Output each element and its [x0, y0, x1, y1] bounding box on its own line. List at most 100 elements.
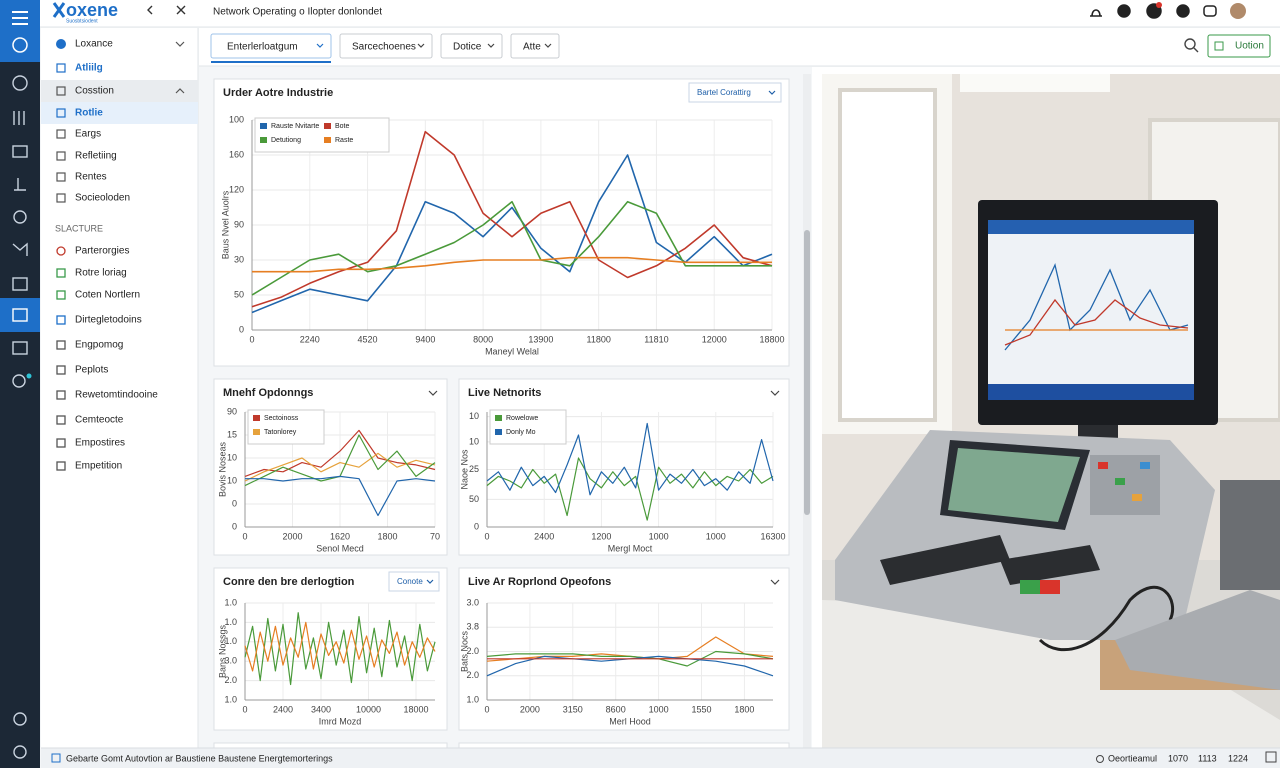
icon[interactable]: [1176, 4, 1190, 18]
tab-label[interactable]: Enterlerloatgum: [227, 42, 298, 53]
button[interactable]: [1207, 34, 1271, 58]
back-button[interactable]: [147, 5, 153, 15]
dropdown-label[interactable]: Bartel Corattirg: [697, 88, 751, 97]
tab[interactable]: [339, 33, 433, 59]
y-tick-label: 100: [229, 114, 244, 124]
item-icon: [56, 315, 66, 325]
x-tick-label: 1000: [649, 531, 669, 541]
status-bar: [41, 748, 1280, 768]
dropdown-label[interactable]: Conote: [397, 577, 423, 586]
rail-icon[interactable]: [12, 75, 28, 91]
tab-label[interactable]: Atte: [523, 42, 541, 53]
sidebar-highlight: [41, 80, 198, 102]
series-line: [252, 256, 772, 273]
chevron: [175, 88, 185, 94]
sidebar-item[interactable]: Cosstion: [75, 86, 114, 97]
dropdown[interactable]: [688, 82, 782, 103]
x-tick-label: 11800: [586, 334, 610, 344]
bell-icon[interactable]: [1090, 9, 1102, 17]
y-tick-label: 10: [469, 436, 479, 446]
x-tick-label: 18800: [759, 334, 784, 344]
sidebar-item[interactable]: Dirtegletodoins: [75, 315, 142, 326]
tab[interactable]: [210, 33, 332, 59]
chevron[interactable]: [770, 579, 780, 585]
rail-active[interactable]: [0, 298, 40, 332]
photo-key: [1140, 462, 1150, 469]
sidebar-item[interactable]: Atliilg: [75, 63, 103, 74]
rail-icon[interactable]: [12, 374, 26, 388]
x-tick-label: 0: [484, 704, 489, 714]
rail-icon[interactable]: [13, 210, 27, 224]
rail-icon[interactable]: [13, 712, 27, 726]
tab-label[interactable]: Sarcechoenes: [352, 42, 416, 53]
legend-label: Detutiong: [271, 137, 301, 144]
item-icon: [56, 415, 66, 425]
x-tick-label: 1620: [330, 531, 350, 541]
y-tick-label: 25: [469, 464, 479, 474]
rail-icon[interactable]: [13, 745, 27, 759]
photo-window-pane: [838, 88, 937, 422]
item-icon: [56, 172, 66, 182]
icon[interactable]: [1203, 5, 1217, 17]
rail-icon[interactable]: [12, 308, 28, 322]
y-axis-label: Bats Nocs: [459, 630, 469, 672]
sidebar-item[interactable]: Rewetomtindooine: [75, 390, 158, 401]
tab[interactable]: [510, 33, 560, 59]
sidebar-item[interactable]: Empetition: [75, 461, 122, 472]
y-tick-label: 2.0: [466, 670, 479, 680]
sidebar-item[interactable]: Rotlie: [75, 108, 103, 119]
y-tick-label: 10: [227, 452, 237, 462]
tab[interactable]: [440, 33, 503, 59]
sidebar-item[interactable]: Socieoloden: [75, 193, 130, 204]
rail-active[interactable]: [0, 30, 40, 62]
item-icon: [56, 268, 66, 278]
photo-key: [1098, 462, 1108, 469]
chevron: [316, 43, 324, 48]
legend-swatch: [253, 415, 260, 421]
series-line: [244, 612, 436, 686]
menu-icon: [12, 11, 28, 25]
sidebar-item[interactable]: Peplots: [75, 365, 108, 376]
scrollbar-thumb[interactable]: [804, 230, 810, 515]
sidebar-item[interactable]: Eargs: [75, 129, 101, 140]
chevron[interactable]: [770, 390, 780, 396]
chevron[interactable]: [428, 390, 438, 396]
rail-icon[interactable]: [14, 178, 26, 191]
sidebar-item[interactable]: Rotre loriag: [75, 268, 127, 279]
rail-icon[interactable]: [12, 341, 28, 355]
sidebar-item[interactable]: Rentes: [75, 172, 107, 183]
y-tick-label: 160: [229, 149, 244, 159]
sidebar-item[interactable]: Cemteocte: [75, 415, 124, 426]
icon[interactable]: [1117, 4, 1131, 18]
photo-keyboard: [880, 535, 1010, 585]
search-icon[interactable]: [1184, 38, 1196, 50]
x-tick-label: 18000: [403, 704, 428, 714]
sidebar-item[interactable]: Empostires: [75, 438, 125, 449]
close-button[interactable]: [176, 5, 186, 15]
sidebar-item[interactable]: Coten Nortlern: [75, 290, 140, 301]
chart-title: Conre den bre derlogtion: [223, 576, 355, 588]
x-tick-label: 3150: [563, 704, 583, 714]
y-tick-label: 3.8: [466, 622, 479, 632]
sidebar-item[interactable]: Loxance: [75, 39, 113, 50]
legend-swatch: [324, 123, 331, 129]
y-axis-label: Bans Nossgs: [217, 624, 227, 678]
legend-swatch: [253, 429, 260, 435]
series-line: [244, 429, 436, 477]
tab-label[interactable]: Dotice: [453, 42, 482, 53]
button-label[interactable]: Uotion: [1235, 41, 1264, 52]
rail-icon[interactable]: [12, 145, 28, 158]
sidebar-item[interactable]: Refletiing: [75, 151, 117, 162]
y-tick-label: 2.0: [466, 646, 479, 656]
logo-mark: [52, 2, 66, 18]
x-tick-label: 2000: [282, 531, 302, 541]
rail-icon[interactable]: [12, 277, 28, 291]
item-icon: [56, 86, 66, 96]
x-axis-label: Senol Mecd: [316, 543, 364, 553]
sidebar-item[interactable]: Engpomog: [75, 340, 123, 351]
sidebar-item[interactable]: Parterorgies: [75, 246, 129, 257]
dropdown[interactable]: [388, 571, 440, 592]
rail-icon[interactable]: [13, 111, 25, 125]
rail-icon[interactable]: [12, 242, 28, 256]
avatar[interactable]: [1230, 3, 1246, 19]
